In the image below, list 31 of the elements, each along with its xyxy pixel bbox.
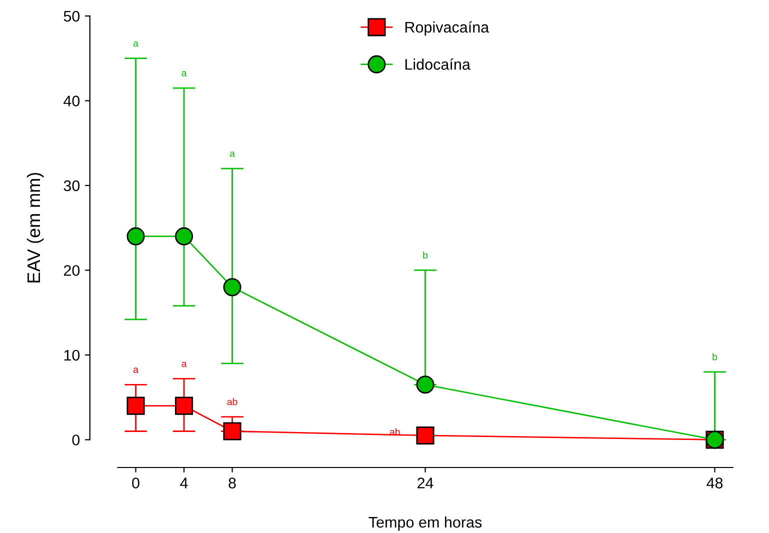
y-tick-label: 0	[72, 434, 80, 446]
x-tick-label: 24	[418, 478, 434, 488]
annotation: ab	[227, 398, 238, 406]
annotation: a	[230, 152, 235, 157]
x-tick-label: 0	[132, 478, 140, 488]
x-tick-label: 8	[228, 478, 236, 488]
point	[126, 396, 145, 415]
point	[416, 426, 434, 445]
x-tick-label: 48	[706, 478, 723, 488]
annotation: a	[182, 71, 187, 76]
point	[174, 396, 194, 415]
x-tick-label: 4	[180, 478, 188, 488]
legend-label: Ropivacaína	[405, 21, 490, 36]
point	[126, 227, 145, 246]
y-tick-label: 50	[64, 10, 80, 22]
y-tick-label: 30	[64, 180, 80, 192]
legend-label: Lidocaína	[405, 58, 470, 70]
y-tick-label: 20	[64, 265, 80, 276]
annotation: a	[133, 41, 138, 47]
point	[174, 227, 194, 246]
annotation: a	[133, 368, 138, 373]
point	[223, 278, 242, 296]
annotation: b	[712, 353, 718, 360]
x-axis-title: Tempo em horas	[368, 516, 482, 531]
y-tick-label: 40	[64, 96, 80, 106]
point	[416, 376, 434, 394]
y-axis-title: EAV (em mm)	[26, 172, 44, 282]
annotation: b	[423, 251, 428, 259]
y-tick-label: 10	[64, 350, 80, 361]
point	[223, 422, 242, 440]
annotation: a	[182, 362, 187, 368]
